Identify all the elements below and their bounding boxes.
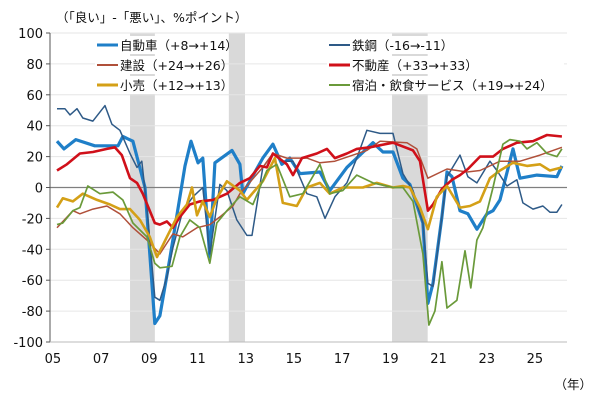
y-axis-ticks: 100 80 60 40 20 0 -20 -40 -60 -80 -100 <box>13 27 51 351</box>
legend-bg <box>327 56 564 74</box>
y-axis-label: （「良い」-「悪い」、%ポイント） <box>56 10 247 25</box>
legend-label: 小売（+12→+13） <box>120 78 233 93</box>
x-axis-ticks: 05 07 09 11 13 15 17 19 21 23 25 <box>45 341 567 367</box>
legend-bg <box>95 36 215 54</box>
y-tick-label: -100 <box>13 336 43 351</box>
series-line-3 <box>56 133 563 229</box>
x-tick-label: 23 <box>478 352 495 367</box>
x-tick-label: 05 <box>45 352 62 367</box>
legend-bg <box>95 56 215 74</box>
legend-bg <box>327 36 564 54</box>
x-tick-label: 11 <box>189 352 206 367</box>
x-tick-label: 21 <box>430 352 447 367</box>
y-tick-label: 60 <box>26 89 43 104</box>
legend: 自動車（+8→+14） 鉄鋼（-16→-11） 建設（+24→+26） 不動産（+33… <box>95 36 564 94</box>
series-line-5 <box>56 138 563 326</box>
series-line-1 <box>57 104 563 302</box>
legend-bg <box>327 76 564 94</box>
legend-label: 不動産（+33→+33） <box>352 58 478 73</box>
y-tick-label: 40 <box>26 120 43 135</box>
y-tick-label: 0 <box>35 182 43 197</box>
y-tick-label: 80 <box>26 58 43 73</box>
y-tick-label: 100 <box>18 27 43 42</box>
y-tick-label: 20 <box>26 151 43 166</box>
x-axis-label: （年） <box>554 377 592 392</box>
legend-label: 宿泊・飲食サービス（+19→+24） <box>352 78 553 93</box>
x-tick-label: 15 <box>286 352 303 367</box>
legend-label: 自動車（+8→+14） <box>120 38 238 53</box>
x-tick-label: 09 <box>141 352 158 367</box>
y-tick-label: -80 <box>22 305 43 320</box>
x-tick-label: 13 <box>237 352 254 367</box>
series-lines <box>55 104 564 326</box>
x-tick-label: 19 <box>382 352 399 367</box>
x-tick-label: 17 <box>334 352 351 367</box>
x-tick-label: 07 <box>93 352 110 367</box>
y-tick-label: -40 <box>22 243 43 258</box>
y-tick-label: -20 <box>22 212 43 227</box>
y-tick-label: -60 <box>22 274 43 289</box>
x-tick-label: 25 <box>527 352 544 367</box>
series-line-4 <box>55 156 563 259</box>
series-line-0 <box>55 134 564 326</box>
legend-label: 建設（+24→+26） <box>120 58 233 73</box>
legend-label: 鉄鋼（-16→-11） <box>352 38 453 53</box>
legend-bg <box>95 76 215 94</box>
